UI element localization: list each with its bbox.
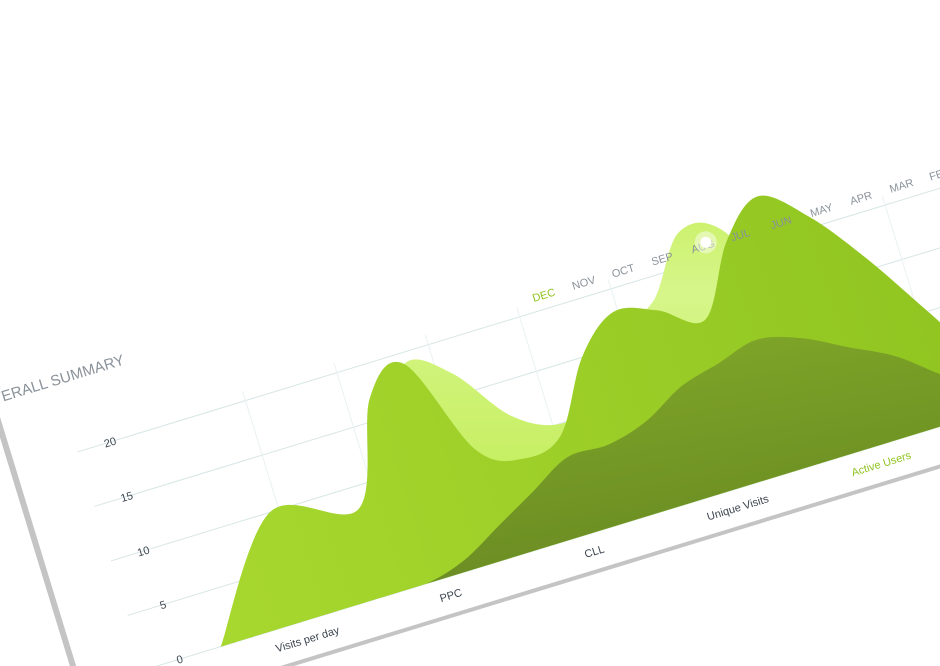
- y-tick-label: 20: [103, 435, 118, 450]
- area-series-front: [220, 195, 940, 647]
- month-label[interactable]: JUL: [730, 227, 752, 244]
- area-series: [220, 195, 940, 647]
- month-label[interactable]: JUN: [769, 214, 793, 232]
- category-label[interactable]: CLL: [583, 543, 606, 560]
- y-axis-ticks: 0 5 10 15 20: [103, 435, 185, 666]
- active-point-marker[interactable]: [692, 229, 719, 256]
- y-tick-label: 10: [136, 544, 151, 559]
- y-tick-label: 5: [159, 599, 168, 612]
- y-tick-label: 0: [175, 653, 184, 666]
- month-label[interactable]: FEB: [928, 166, 940, 184]
- marker-dot[interactable]: [699, 235, 713, 249]
- grid-line-h: [77, 167, 940, 453]
- area-series-shadow: [220, 336, 940, 647]
- y-tick-label: 15: [119, 490, 134, 505]
